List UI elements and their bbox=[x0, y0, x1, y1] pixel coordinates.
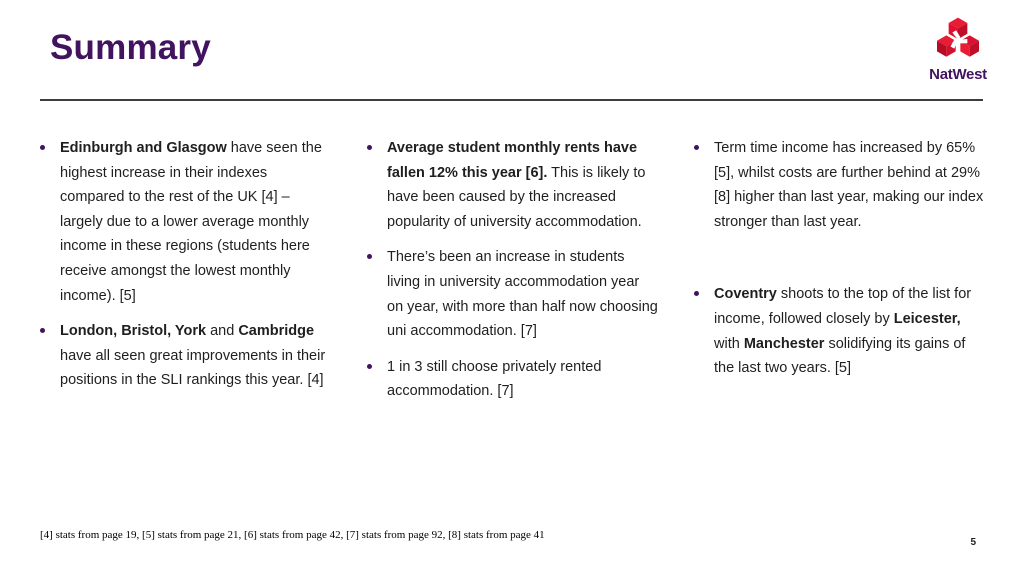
bullet-segment: 1 in 3 still choose privately rented acc… bbox=[387, 358, 602, 400]
bullet-item: Coventry shoots to the top of the list f… bbox=[694, 282, 985, 380]
bullet-text: Edinburgh and Glasgow have seen the high… bbox=[60, 136, 331, 308]
bullet-text: London, Bristol, York and Cambridge have… bbox=[60, 319, 331, 393]
bullet-dot bbox=[367, 136, 387, 234]
bullet-text: Term time income has increased by 65%[5]… bbox=[714, 136, 985, 234]
bullet-dot bbox=[367, 355, 387, 404]
bullet-item: There’s been an increase in students liv… bbox=[367, 245, 658, 343]
bullet-text: Coventry shoots to the top of the list f… bbox=[714, 282, 985, 380]
bullet-item: Term time income has increased by 65%[5]… bbox=[694, 136, 985, 234]
bullet-segment: have seen the highest increase in their … bbox=[60, 140, 322, 304]
bullet-segment: Cambridge bbox=[238, 323, 315, 340]
bullet-columns: Edinburgh and Glasgow have seen the high… bbox=[40, 136, 985, 415]
bullet-segment: Manchester bbox=[743, 335, 825, 352]
brand-wordmark: NatWest bbox=[929, 66, 987, 83]
bullet-segment: shoots to the top of the list for income… bbox=[714, 286, 972, 327]
bullet-column-3: Term time income has increased by 65%[5]… bbox=[694, 136, 985, 415]
page-number: 5 bbox=[970, 537, 976, 548]
bullet-segment: London, Bristol, York bbox=[60, 323, 207, 340]
footnote-citations: [4] stats from page 19, [5] stats from p… bbox=[40, 529, 545, 541]
page-title: Summary bbox=[50, 28, 211, 67]
bullet-segment: and bbox=[206, 323, 239, 340]
bullet-dot bbox=[40, 319, 60, 393]
bullet-dot bbox=[694, 136, 714, 234]
bullet-dot bbox=[694, 282, 714, 380]
bullet-text: 1 in 3 still choose privately rented acc… bbox=[387, 355, 658, 404]
bullet-segment: Coventry bbox=[714, 286, 777, 303]
logo-cube-right bbox=[960, 35, 979, 57]
bullet-text: Average student monthly rents have falle… bbox=[387, 136, 658, 234]
bullet-segment: Average student monthly rents have falle… bbox=[387, 140, 638, 181]
bullet-item: London, Bristol, York and Cambridge have… bbox=[40, 319, 331, 393]
bullet-item: 1 in 3 still choose privately rented acc… bbox=[367, 355, 658, 404]
logo-pinwheel bbox=[950, 30, 968, 49]
bullet-segment: Leicester, bbox=[893, 310, 961, 327]
natwest-logo: NatWest bbox=[926, 15, 990, 83]
bullet-dot bbox=[367, 245, 387, 343]
bullet-segment: solidifying its gains of the last two ye… bbox=[714, 335, 966, 377]
bullet-text: There’s been an increase in students liv… bbox=[387, 245, 658, 343]
natwest-cubes-icon bbox=[937, 17, 979, 57]
bullet-item: Edinburgh and Glasgow have seen the high… bbox=[40, 136, 331, 308]
bullet-column-1: Edinburgh and Glasgow have seen the high… bbox=[40, 136, 331, 415]
bullet-column-2: Average student monthly rents have falle… bbox=[367, 136, 658, 415]
title-divider bbox=[40, 99, 983, 101]
bullet-segment: with bbox=[714, 335, 744, 352]
bullet-segment: This is likely to have been caused by th… bbox=[387, 164, 646, 230]
bullet-segment: Term time income has increased by 65%[5]… bbox=[714, 140, 984, 230]
bullet-segment: Edinburgh and Glasgow bbox=[60, 140, 227, 156]
bullet-dot bbox=[40, 136, 60, 308]
bullet-item: Average student monthly rents have falle… bbox=[367, 136, 658, 234]
bullet-segment: have all seen great improvements in thei… bbox=[60, 347, 326, 389]
bullet-segment: There’s been an increase in students liv… bbox=[387, 249, 658, 340]
